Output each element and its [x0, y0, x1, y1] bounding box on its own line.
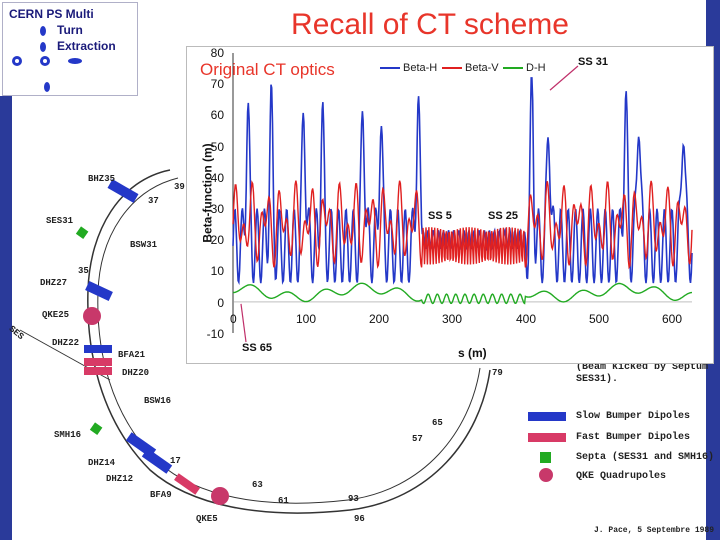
ring-number: 96 [354, 514, 365, 524]
legend-swatch [528, 433, 566, 442]
ring-label: BFA9 [150, 490, 172, 500]
y-axis-label: Beta-function (m) [200, 143, 215, 243]
ring-label: BHZ35 [88, 174, 116, 184]
legend-beta-v-label: Beta-V [465, 62, 499, 74]
ring-number: 17 [170, 456, 181, 466]
ring-number: 65 [432, 418, 443, 428]
annotation-ss5: SS 5 [428, 210, 452, 222]
qke-quadrupole-icon [83, 307, 101, 325]
left-frame-bar [0, 96, 12, 540]
ring-label: DHZ20 [122, 368, 150, 378]
ring-label: DHZ12 [106, 474, 134, 484]
ring-number: 57 [412, 434, 423, 444]
ring-number: 61 [278, 496, 289, 506]
ring-label: SMH16 [54, 430, 82, 440]
ss31-arrow [549, 65, 579, 91]
slide-title: Recall of CT scheme [291, 8, 569, 41]
ring-number: 39 [174, 182, 185, 192]
ring-number: 37 [148, 196, 159, 206]
ring-number: 63 [252, 480, 263, 490]
ring-label: DHZ27 [40, 278, 68, 288]
legend-beta-v: Beta-V [442, 62, 499, 74]
logo-line-1: CERN PS Multi [9, 7, 94, 21]
plot-label: Original CT optics [200, 60, 335, 79]
logo-beam-icon [12, 26, 82, 92]
legend-label: Slow Bumper Dipoles [576, 411, 691, 422]
annotation-ss31: SS 31 [578, 56, 608, 68]
ring-label: BFA21 [118, 350, 146, 360]
y-tick: 50 [210, 140, 224, 154]
y-tick: 0 [217, 296, 224, 310]
x-tick: 200 [369, 312, 390, 326]
legend-swatch [539, 468, 553, 482]
ring-label: BSW16 [144, 396, 172, 406]
y-tick: 80 [210, 46, 224, 60]
slow-bumper-icon [107, 179, 139, 203]
legend-swatch [528, 412, 566, 421]
ring-label: DHZ14 [88, 458, 116, 468]
legend-label: QKE Quadrupoles [576, 471, 667, 482]
ring-label: DHZ22 [52, 338, 80, 348]
y-tick: 60 [210, 108, 224, 122]
logo-line-3: Extraction [57, 39, 116, 53]
beta-v-line [232, 180, 693, 270]
legend-swatch [540, 452, 551, 463]
legend-label: Septa (SES31 and SMH16) [576, 452, 715, 463]
y-tick: 30 [210, 202, 224, 216]
annotation-ss25: SS 25 [488, 210, 518, 222]
cern-ps-logo: CERN PS Multi Turn Extraction [2, 2, 138, 96]
y-tick: 40 [210, 171, 224, 185]
legend-label: Fast Bumper Dipoles [576, 432, 691, 443]
d-h-line [232, 282, 692, 305]
x-tick: 600 [662, 312, 683, 326]
annotation-ss65: SS 65 [242, 342, 272, 354]
legend-note: SES31). [576, 374, 619, 385]
x-tick: 100 [296, 312, 317, 326]
y-tick: 70 [210, 77, 224, 91]
y-tick: 20 [210, 233, 224, 247]
ss65-arrow [240, 303, 247, 343]
y-tick: -10 [206, 327, 224, 341]
legend-beta-h-label: Beta-H [403, 62, 438, 74]
ring-number: 93 [348, 494, 359, 504]
ring-label: QKE5 [196, 514, 218, 524]
x-tick: 400 [516, 312, 537, 326]
logo-line-2: Turn [57, 23, 83, 37]
x-tick: 500 [589, 312, 610, 326]
ring-label: BSW31 [130, 240, 158, 250]
ring-number: 79 [492, 368, 503, 378]
author-credit: J. Pace, 5 Septembre 1989 [594, 526, 715, 535]
legend-d-h-label: D-H [526, 62, 546, 74]
legend-beta-h: Beta-H [380, 62, 437, 74]
x-axis-label: s (m) [458, 346, 487, 360]
ring-label: QKE25 [42, 310, 70, 320]
x-tick: 300 [442, 312, 463, 326]
y-tick: 10 [210, 264, 224, 278]
legend-note: (Beam kicked by Septum [576, 362, 709, 373]
ring-label: SES31 [46, 216, 74, 226]
ring-number: 35 [78, 266, 89, 276]
x-tick: 0 [230, 312, 237, 326]
legend-d-h: D-H [503, 62, 546, 74]
